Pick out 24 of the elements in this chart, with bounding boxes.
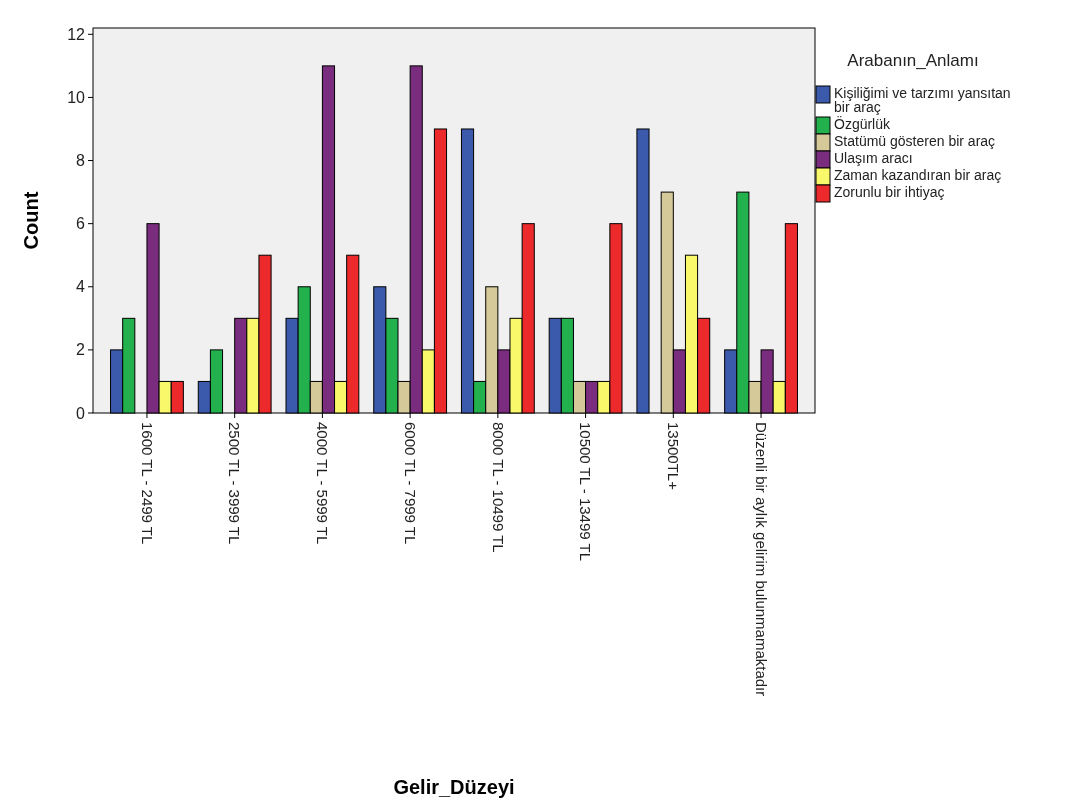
y-axis-title: Count <box>20 191 42 250</box>
y-tick-label: 2 <box>76 341 86 359</box>
legend-label: Zaman kazandıran bir araç <box>834 167 1002 183</box>
y-tick-label: 0 <box>76 404 86 422</box>
legend-label: Statümü gösteren bir araç <box>834 133 996 149</box>
x-axis-title: Gelir_Düzeyi <box>393 776 515 798</box>
legend-label: Ulaşım aracı <box>834 150 913 166</box>
legend-label: Zorunlu bir ihtiyaç <box>834 184 945 200</box>
x-tick-label: 4000 TL - 5999 TL <box>314 422 332 545</box>
legend-title: Arabanın_Anlamı <box>847 51 979 70</box>
legend-label: Özgürlük <box>834 115 892 132</box>
y-tick-label: 10 <box>67 89 86 107</box>
x-tick-label: 2500 TL - 3999 TL <box>226 422 244 545</box>
x-tick-label: 1600 TL - 2499 TL <box>138 422 156 545</box>
y-tick-label: 4 <box>76 278 86 296</box>
x-tick-label: 10500 TL - 13499 TL <box>577 422 595 561</box>
y-tick-label: 8 <box>76 152 86 170</box>
y-tick-label: 12 <box>67 25 86 43</box>
x-tick-label: 13500TL+ <box>665 422 683 491</box>
y-tick-label: 6 <box>76 215 86 233</box>
x-tick-label: Düzenli bir aylık gelirim bulunmamaktadır <box>752 422 770 697</box>
legend-label: Kişiliğimi ve tarzımı yansıtan bir araç <box>834 85 1011 115</box>
x-tick-label: 8000 TL - 10499 TL <box>489 422 507 553</box>
x-tick-label: 6000 TL - 7999 TL <box>401 422 419 545</box>
